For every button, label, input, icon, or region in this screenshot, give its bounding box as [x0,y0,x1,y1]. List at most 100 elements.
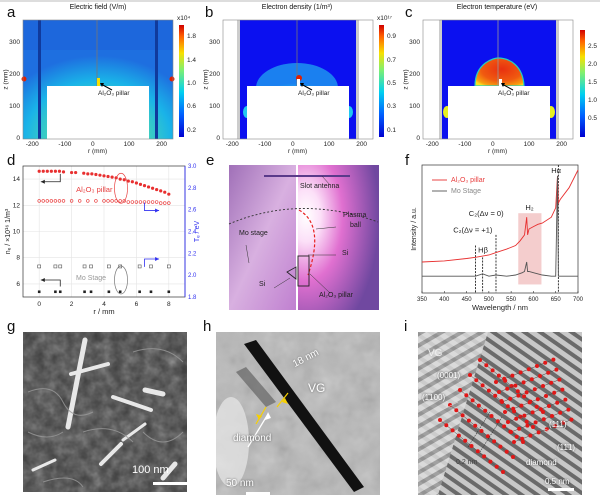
atom-dot [501,470,505,474]
data-point [159,189,163,193]
atom-dot [485,434,490,439]
atom-dot [561,420,566,425]
atom-dot [550,414,554,418]
atom-dot [534,404,539,409]
colorbar-b-tick: 0.1 [387,127,397,134]
colorbar-c [580,30,585,137]
tem-image [216,332,380,495]
atom-dot [510,373,515,378]
data-point [122,199,126,203]
map-y-label: z (mm) [202,69,210,90]
atom-dot [492,439,497,444]
colorbar-c-tick: 1.5 [588,79,598,86]
panel-label-i: i [404,318,408,335]
colorbar-a-exponent: x10⁴ [177,15,191,22]
atom-dot [458,388,462,392]
atom-dot [466,418,471,423]
atom-dot [505,404,510,409]
scale-bar-h [246,492,270,495]
arrow-right-axis-head [155,208,160,213]
atom-dot [498,444,503,449]
colorbar-a-tick: 1.4 [187,57,197,64]
si-triangle [286,266,297,280]
data-point [142,184,147,188]
data-point [154,200,159,204]
atom-dot [528,433,533,438]
chart-f-oes-spectrum: 350 400 450 500 550 600 650 700 Wavelength / nm I… [411,164,584,312]
data-point [41,199,45,203]
hotspot-left [21,76,27,82]
map-y-tick: 0 [16,135,20,142]
y-tick-label: 8 [16,255,20,262]
data-point [49,199,54,203]
x-axis-label: Wavelength / nm [472,303,528,312]
annotation-c2-zero: C₂(Δν = 0) [469,209,504,218]
x-tick-label: 0 [37,301,41,308]
legend-label: Mo Stage [451,188,481,195]
spacing-marker [479,416,503,453]
y2-axis-label: Tₑ / eV [194,221,200,243]
colorbar-a-tick: 0.6 [187,103,197,110]
highlight-ellipse-mo [114,265,128,295]
atom-dot [527,400,532,405]
atom-dot [475,449,480,454]
electric-field-map [21,19,184,140]
y2-tick-label: 2.4 [188,230,197,236]
plot-frame [421,164,579,294]
annotation-mo-stage: Mo Stage [76,275,106,282]
map-x-label: r (mm) [488,148,508,155]
atom-dot [506,420,510,424]
map-y-tick: 300 [9,38,20,46]
data-point [53,199,58,203]
legend-label: Al₂O₃ pillar [451,177,486,184]
colorbar-b-tick: 0.3 [387,103,397,110]
y-axis-label: Intensity / a.u. [411,207,418,251]
colorbar-b-tick: 0.7 [387,57,397,64]
atom-dot [520,436,525,441]
data-point [49,169,53,173]
data-point [57,199,62,203]
map-x-tick: 200 [356,141,368,148]
map-x-label: r (mm) [88,148,108,155]
data-point [61,199,66,203]
atom-dot [529,377,534,382]
atom-dot [536,430,541,435]
panel-b-title: Electron density (1/m³) [261,4,333,11]
map-x-tick: 200 [156,141,168,148]
panel-label-g: g [7,318,16,335]
atom-dot [538,374,542,378]
map-x-tick: -100 [458,141,472,148]
data-point [146,200,151,204]
arrow-right-axis [144,202,160,211]
map-x-tick: 0 [491,141,495,148]
data-point [58,290,62,294]
atom-dot [560,387,565,392]
map-x-tick: -100 [258,141,272,148]
x-tick-label: 600 [528,297,539,303]
annotation-h-alpha: Hα [551,166,561,175]
y-tick-label: 10 [13,229,21,236]
atom-dot [479,429,484,433]
atom-dot [531,425,535,429]
data-point [98,173,102,177]
data-point [54,290,57,294]
atom-dot [500,400,504,404]
data-point [102,174,106,178]
data-point [126,200,131,204]
arrow-left-axis [40,279,61,287]
data-point [167,201,171,205]
annotation-h-beta: Hβ [478,246,488,255]
atom-dot [535,364,539,368]
spacing-marker [467,411,491,448]
data-point [89,290,93,294]
data-point [138,182,143,186]
y-axis-label: nₑ / ×10¹⁶ 1/m³ [5,208,12,254]
atom-dot [553,424,557,428]
atom-dot [524,419,529,424]
atom-overlay [437,357,574,474]
label-vg-h: VG [308,381,326,395]
data-point [58,264,63,269]
data-point [159,201,163,205]
atom-dot [532,387,537,392]
panel-label-f: f [405,152,410,169]
